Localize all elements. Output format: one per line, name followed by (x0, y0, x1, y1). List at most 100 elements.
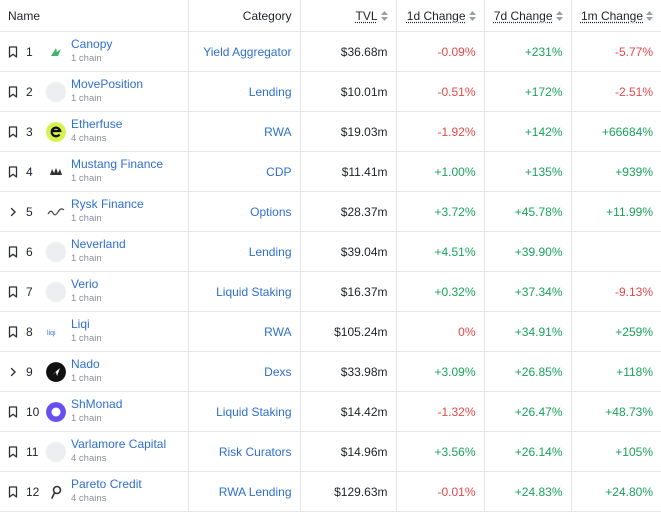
chevron-right-icon[interactable] (6, 207, 20, 217)
column-header-1d-change[interactable]: 1d Change (396, 0, 485, 32)
bookmark-icon[interactable] (6, 245, 20, 258)
protocol-name-link[interactable]: Rysk Finance (71, 197, 144, 211)
bookmark-icon[interactable] (6, 125, 20, 138)
category-link[interactable]: RWA Lending (188, 471, 301, 512)
column-header-7d-change[interactable]: 7d Change (484, 0, 572, 32)
change-7d-value: +26.47% (484, 391, 572, 432)
bookmark-icon[interactable] (6, 45, 20, 58)
pareto-logo-icon (46, 482, 66, 502)
category-link[interactable]: CDP (188, 151, 301, 192)
change-1d-value: +1.00% (396, 151, 485, 192)
table-row: 10 ShMonad 1 chain Liquid Staking $14.42… (0, 391, 661, 432)
chain-count: 4 chains (71, 493, 107, 504)
rank-number: 3 (26, 124, 33, 139)
change-7d-value: +37.34% (484, 271, 572, 312)
rank-number: 1 (26, 44, 33, 59)
rank-number: 8 (26, 324, 33, 339)
protocol-name-link[interactable]: ShMonad (71, 397, 123, 411)
protocol-name-link[interactable]: Verio (71, 277, 99, 291)
protocol-name-link[interactable]: MovePosition (71, 77, 144, 91)
cell-name: 2 MovePosition 1 chain (0, 71, 189, 112)
bookmark-icon[interactable] (6, 165, 20, 178)
shmonad-logo-icon (46, 401, 66, 422)
blank-logo-icon (46, 441, 66, 462)
protocol-name-link[interactable]: Pareto Credit (71, 477, 142, 491)
category-link[interactable]: Lending (188, 231, 301, 272)
bookmark-icon[interactable] (6, 325, 20, 338)
protocol-name-link[interactable]: Canopy (71, 37, 113, 51)
chain-count: 4 chains (71, 133, 107, 144)
change-1d-value: +3.09% (396, 351, 485, 392)
change-1m-value: +48.73% (571, 391, 661, 432)
tvl-value: $14.42m (300, 391, 397, 432)
sort-icon[interactable] (380, 11, 388, 22)
chain-count: 1 chain (71, 213, 102, 224)
rank-number: 9 (26, 364, 33, 379)
column-header-tvl[interactable]: TVL (300, 0, 397, 32)
cell-name: 8 liqi Liqi 1 chain (0, 311, 189, 352)
tvl-value: $16.37m (300, 271, 397, 312)
bookmark-icon[interactable] (6, 85, 20, 98)
column-header-1d-label[interactable]: 1d Change (406, 8, 466, 23)
bookmark-icon[interactable] (6, 445, 20, 458)
change-1m-value: +24.80% (571, 471, 661, 512)
blank-logo-icon (46, 281, 66, 302)
category-link[interactable]: RWA (188, 111, 301, 152)
tvl-value: $11.41m (300, 151, 397, 192)
category-link[interactable]: RWA (188, 311, 301, 352)
column-header-category-label: Category (242, 8, 292, 23)
sort-icon[interactable] (468, 11, 476, 22)
liqi-logo-icon: liqi (46, 322, 66, 342)
category-link[interactable]: Yield Aggregator (188, 31, 301, 72)
sort-icon[interactable] (646, 11, 653, 22)
column-header-1m-change[interactable]: 1m Change (571, 0, 661, 32)
bookmark-icon[interactable] (6, 285, 20, 298)
change-1m-value: +939% (571, 151, 661, 192)
change-1m-value: -9.13% (571, 271, 661, 312)
protocol-name-link[interactable]: Mustang Finance (71, 157, 164, 171)
chevron-right-icon[interactable] (6, 367, 20, 377)
chain-count: 1 chain (71, 93, 102, 104)
protocol-name-link[interactable]: Liqi (71, 317, 90, 331)
protocol-name-link[interactable]: Neverland (71, 237, 126, 251)
category-link[interactable]: Liquid Staking (188, 391, 301, 432)
column-header-1m-label[interactable]: 1m Change (580, 8, 643, 23)
protocol-name-link[interactable]: Etherfuse (71, 117, 123, 131)
tvl-value: $129.63m (300, 471, 397, 512)
mustang-logo-icon (46, 162, 66, 182)
change-1m-value: -2.51% (571, 71, 661, 112)
category-link[interactable]: Dexs (188, 351, 301, 392)
change-1m-value: +66684% (571, 111, 661, 152)
change-1d-value: -1.92% (396, 111, 485, 152)
table-row: 4 Mustang Finance 1 chain CDP $11.41m +1… (0, 151, 661, 192)
column-header-7d-label[interactable]: 7d Change (493, 8, 553, 23)
rank-number: 6 (26, 244, 33, 259)
table-row: 8 liqi Liqi 1 chain RWA $105.24m 0% +34.… (0, 311, 661, 352)
category-link[interactable]: Lending (188, 71, 301, 112)
sort-icon[interactable] (555, 11, 563, 22)
cell-name: 5 Rysk Finance 1 chain (0, 191, 189, 232)
category-link[interactable]: Risk Curators (188, 431, 301, 472)
change-1m-value (571, 231, 661, 272)
canopy-logo-icon (46, 42, 66, 62)
tvl-value: $33.98m (300, 351, 397, 392)
category-link[interactable]: Options (188, 191, 301, 232)
column-header-tvl-label[interactable]: TVL (355, 8, 378, 23)
change-7d-value: +34.91% (484, 311, 572, 352)
category-link[interactable]: Liquid Staking (188, 271, 301, 312)
cell-name: 9 Nado 1 chain (0, 351, 189, 392)
rank-number: 5 (26, 204, 33, 219)
bookmark-icon[interactable] (6, 485, 20, 498)
change-1d-value: +4.51% (396, 231, 485, 272)
change-7d-value: +172% (484, 71, 572, 112)
cell-name: 7 Verio 1 chain (0, 271, 189, 312)
cell-name: 10 ShMonad 1 chain (0, 391, 189, 432)
rank-number: 11 (26, 444, 39, 459)
rank-number: 10 (26, 404, 40, 419)
protocol-name-link[interactable]: Nado (71, 357, 100, 371)
protocol-name-link[interactable]: Varlamore Capital (71, 437, 167, 451)
cell-name: 11 Varlamore Capital 4 chains (0, 431, 189, 472)
change-7d-value: +39.90% (484, 231, 572, 272)
change-7d-value: +142% (484, 111, 572, 152)
bookmark-icon[interactable] (6, 405, 20, 418)
